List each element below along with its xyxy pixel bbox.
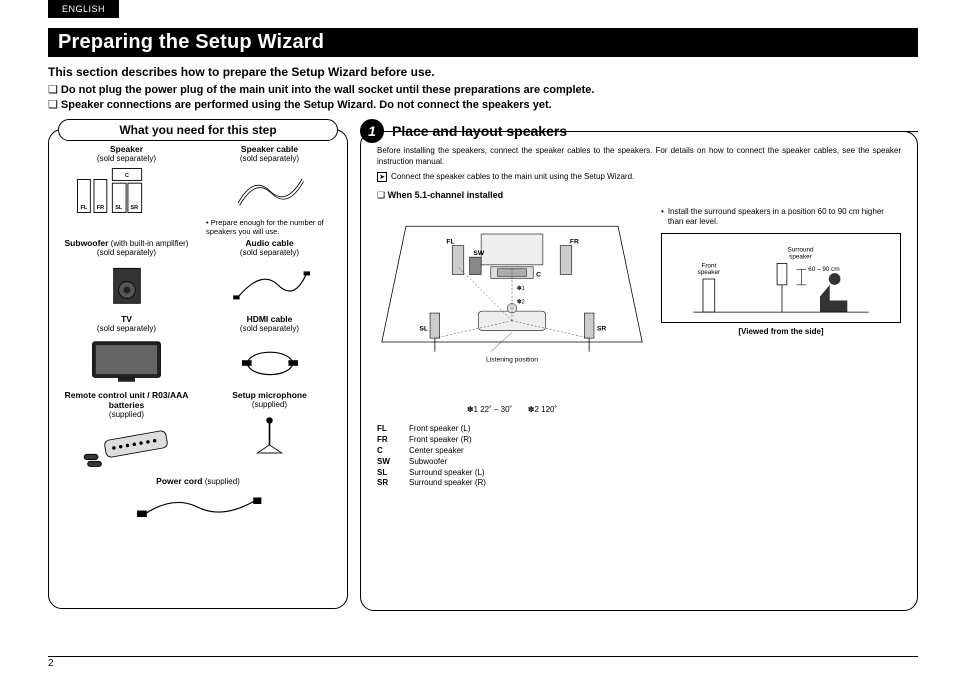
item-subwoofer: Subwoofer (with built-in amplifier) (sol… [59, 238, 194, 312]
left-header: What you need for this step [58, 119, 338, 141]
svg-text:speaker: speaker [698, 270, 721, 277]
item-tv: TV (sold separately) [59, 314, 194, 388]
mic-icon [202, 409, 337, 464]
item-hdmi: HDMI cable (sold separately) [202, 314, 337, 388]
svg-text:C: C [125, 173, 129, 179]
svg-text:SR: SR [130, 205, 138, 211]
svg-text:✽2: ✽2 [517, 298, 525, 305]
cable-icon [202, 163, 337, 218]
item-speaker-cable: Speaker cable (sold separately) • Prepar… [202, 144, 337, 236]
page-title-bar: Preparing the Setup Wizard [48, 28, 918, 57]
svg-text:SR: SR [597, 325, 606, 332]
page-content: Preparing the Setup Wizard This section … [0, 0, 954, 621]
left-column: What you need for this step Speaker (sol… [48, 119, 348, 609]
item-audio-cable: Audio cable (sold separately) [202, 238, 337, 312]
svg-text:FL: FL [80, 205, 87, 211]
svg-text:speaker: speaker [789, 254, 812, 261]
subwoofer-icon [59, 257, 194, 312]
item-power: Power cord (supplied) [59, 476, 337, 528]
right-panel: Before installing the speakers, connect … [360, 131, 918, 611]
svg-text:FL: FL [446, 238, 454, 245]
step-number: 1 [360, 119, 384, 143]
svg-text:Listening position: Listening position [486, 356, 538, 363]
step-body: Before installing the speakers, connect … [377, 146, 901, 168]
note-1: Do not plug the power plug of the main u… [48, 83, 918, 96]
speaker-legend: FLFront speaker (L) FRFront speaker (R) … [377, 424, 901, 489]
room-diagram: FL FR SW C SL SR ✽1 ✽2 Listening positio… [377, 207, 647, 415]
remote-icon [59, 419, 194, 474]
sub-heading: When 5.1-channel installed [377, 190, 901, 201]
speaker-icon: FL FR C SL SR [59, 163, 194, 218]
svg-text:SW: SW [473, 250, 484, 257]
svg-text:FR: FR [96, 205, 103, 211]
arrow-note: ➤ Connect the speaker cables to the main… [377, 172, 901, 182]
item-mic: Setup microphone (supplied) [202, 390, 337, 474]
hdmi-icon [202, 333, 337, 388]
intro-text: This section describes how to prepare th… [48, 65, 918, 79]
page-rule [48, 656, 918, 657]
svg-text:SL: SL [115, 205, 123, 211]
language-tab: ENGLISH [48, 0, 119, 18]
measurements: ✽1 22˚ – 30˚ ✽2 120˚ [377, 405, 647, 414]
svg-text:C: C [536, 271, 541, 278]
page-number: 2 [48, 658, 54, 669]
svg-text:SL: SL [419, 325, 428, 332]
svg-text:✽1: ✽1 [517, 285, 525, 292]
audio-cable-icon [202, 257, 337, 312]
left-panel: Speaker (sold separately) FL FR C SL SR [48, 129, 348, 609]
side-block: Install the surround speakers in a posit… [661, 207, 901, 337]
right-column: 1 Place and layout speakers Before insta… [360, 119, 918, 611]
step-header: 1 Place and layout speakers [360, 119, 918, 143]
arrow-icon: ➤ [377, 172, 387, 182]
svg-text:FR: FR [570, 238, 579, 245]
side-view-diagram: Front speaker Surround speaker [661, 233, 901, 323]
item-speaker: Speaker (sold separately) FL FR C SL SR [59, 144, 194, 236]
tv-icon [59, 333, 194, 388]
side-caption: [Viewed from the side] [661, 327, 901, 336]
power-icon [59, 486, 337, 528]
note-2: Speaker connections are performed using … [48, 98, 918, 111]
item-remote: Remote control unit / R03/AAA batteries … [59, 390, 194, 474]
step-title: Place and layout speakers [392, 123, 567, 139]
svg-text:60 – 90 cm: 60 – 90 cm [808, 267, 839, 274]
